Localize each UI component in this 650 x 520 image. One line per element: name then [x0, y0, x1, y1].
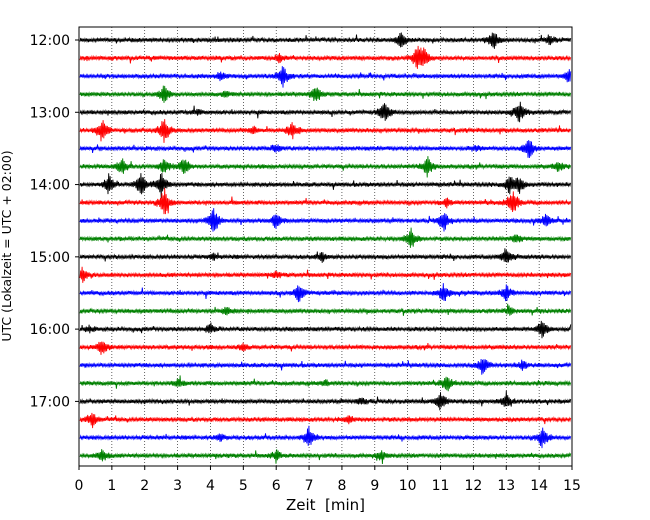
x-tick-label: 7	[305, 478, 314, 494]
y-tick-label: 17:00	[30, 394, 70, 410]
x-tick-label: 1	[107, 478, 116, 494]
y-tick-label: 15:00	[30, 250, 70, 266]
trace-line	[79, 425, 572, 449]
trace-line	[79, 101, 572, 123]
x-tick-label: 4	[206, 478, 215, 494]
x-tick-label: 14	[530, 478, 548, 494]
y-tick-label: 12:00	[30, 33, 70, 49]
trace-line	[79, 283, 572, 303]
trace-line	[79, 32, 572, 49]
x-tick-label: 3	[173, 478, 182, 494]
trace-group	[79, 32, 572, 465]
y-tick-label: 14:00	[30, 178, 70, 194]
trace-line	[79, 156, 572, 178]
trace-line	[79, 66, 572, 88]
vertical-gridlines	[111, 27, 540, 466]
trace-line	[79, 358, 572, 375]
trace-line	[79, 320, 572, 339]
y-tick-label: 13:00	[30, 105, 70, 121]
trace-line	[79, 208, 572, 232]
x-tick-label: 9	[370, 478, 379, 494]
y-tick-label: 16:00	[30, 322, 70, 338]
x-tick-label: 8	[337, 478, 346, 494]
trace-line	[79, 248, 572, 263]
trace-line	[79, 187, 572, 215]
trace-line	[79, 172, 572, 199]
plot-frame	[78, 26, 573, 467]
trace-line	[79, 341, 572, 355]
trace-line	[79, 45, 572, 69]
trace-line	[79, 119, 572, 143]
x-tick-label: 15	[563, 478, 581, 494]
trace-line	[79, 85, 572, 103]
trace-line	[79, 449, 572, 465]
x-tick-label: 0	[75, 478, 84, 494]
x-tick-label: 12	[464, 478, 482, 494]
x-tick-label: 10	[399, 478, 417, 494]
trace-line	[79, 227, 572, 248]
x-tick-label: 11	[432, 478, 450, 494]
y-axis-label: UTC (Lokalzeit = UTC + 02:00)	[0, 150, 14, 341]
x-tick-label: 2	[140, 478, 149, 494]
trace-line	[79, 412, 572, 429]
trace-line	[79, 303, 572, 316]
trace-line	[79, 140, 572, 159]
x-tick-label: 6	[272, 478, 281, 494]
trace-line	[79, 266, 572, 283]
trace-line	[79, 390, 572, 411]
x-axis: 0 1 2 3 4 5 6 7 8 9 10 11 12 13 14 15	[75, 466, 581, 494]
x-axis-label: Zeit [min]	[286, 496, 365, 514]
x-tick-label: 13	[497, 478, 515, 494]
trace-line	[79, 375, 572, 392]
x-tick-label: 5	[239, 478, 248, 494]
y-axis: 12:00 13:00 14:00 15:00 16:00 17:00	[30, 33, 79, 410]
